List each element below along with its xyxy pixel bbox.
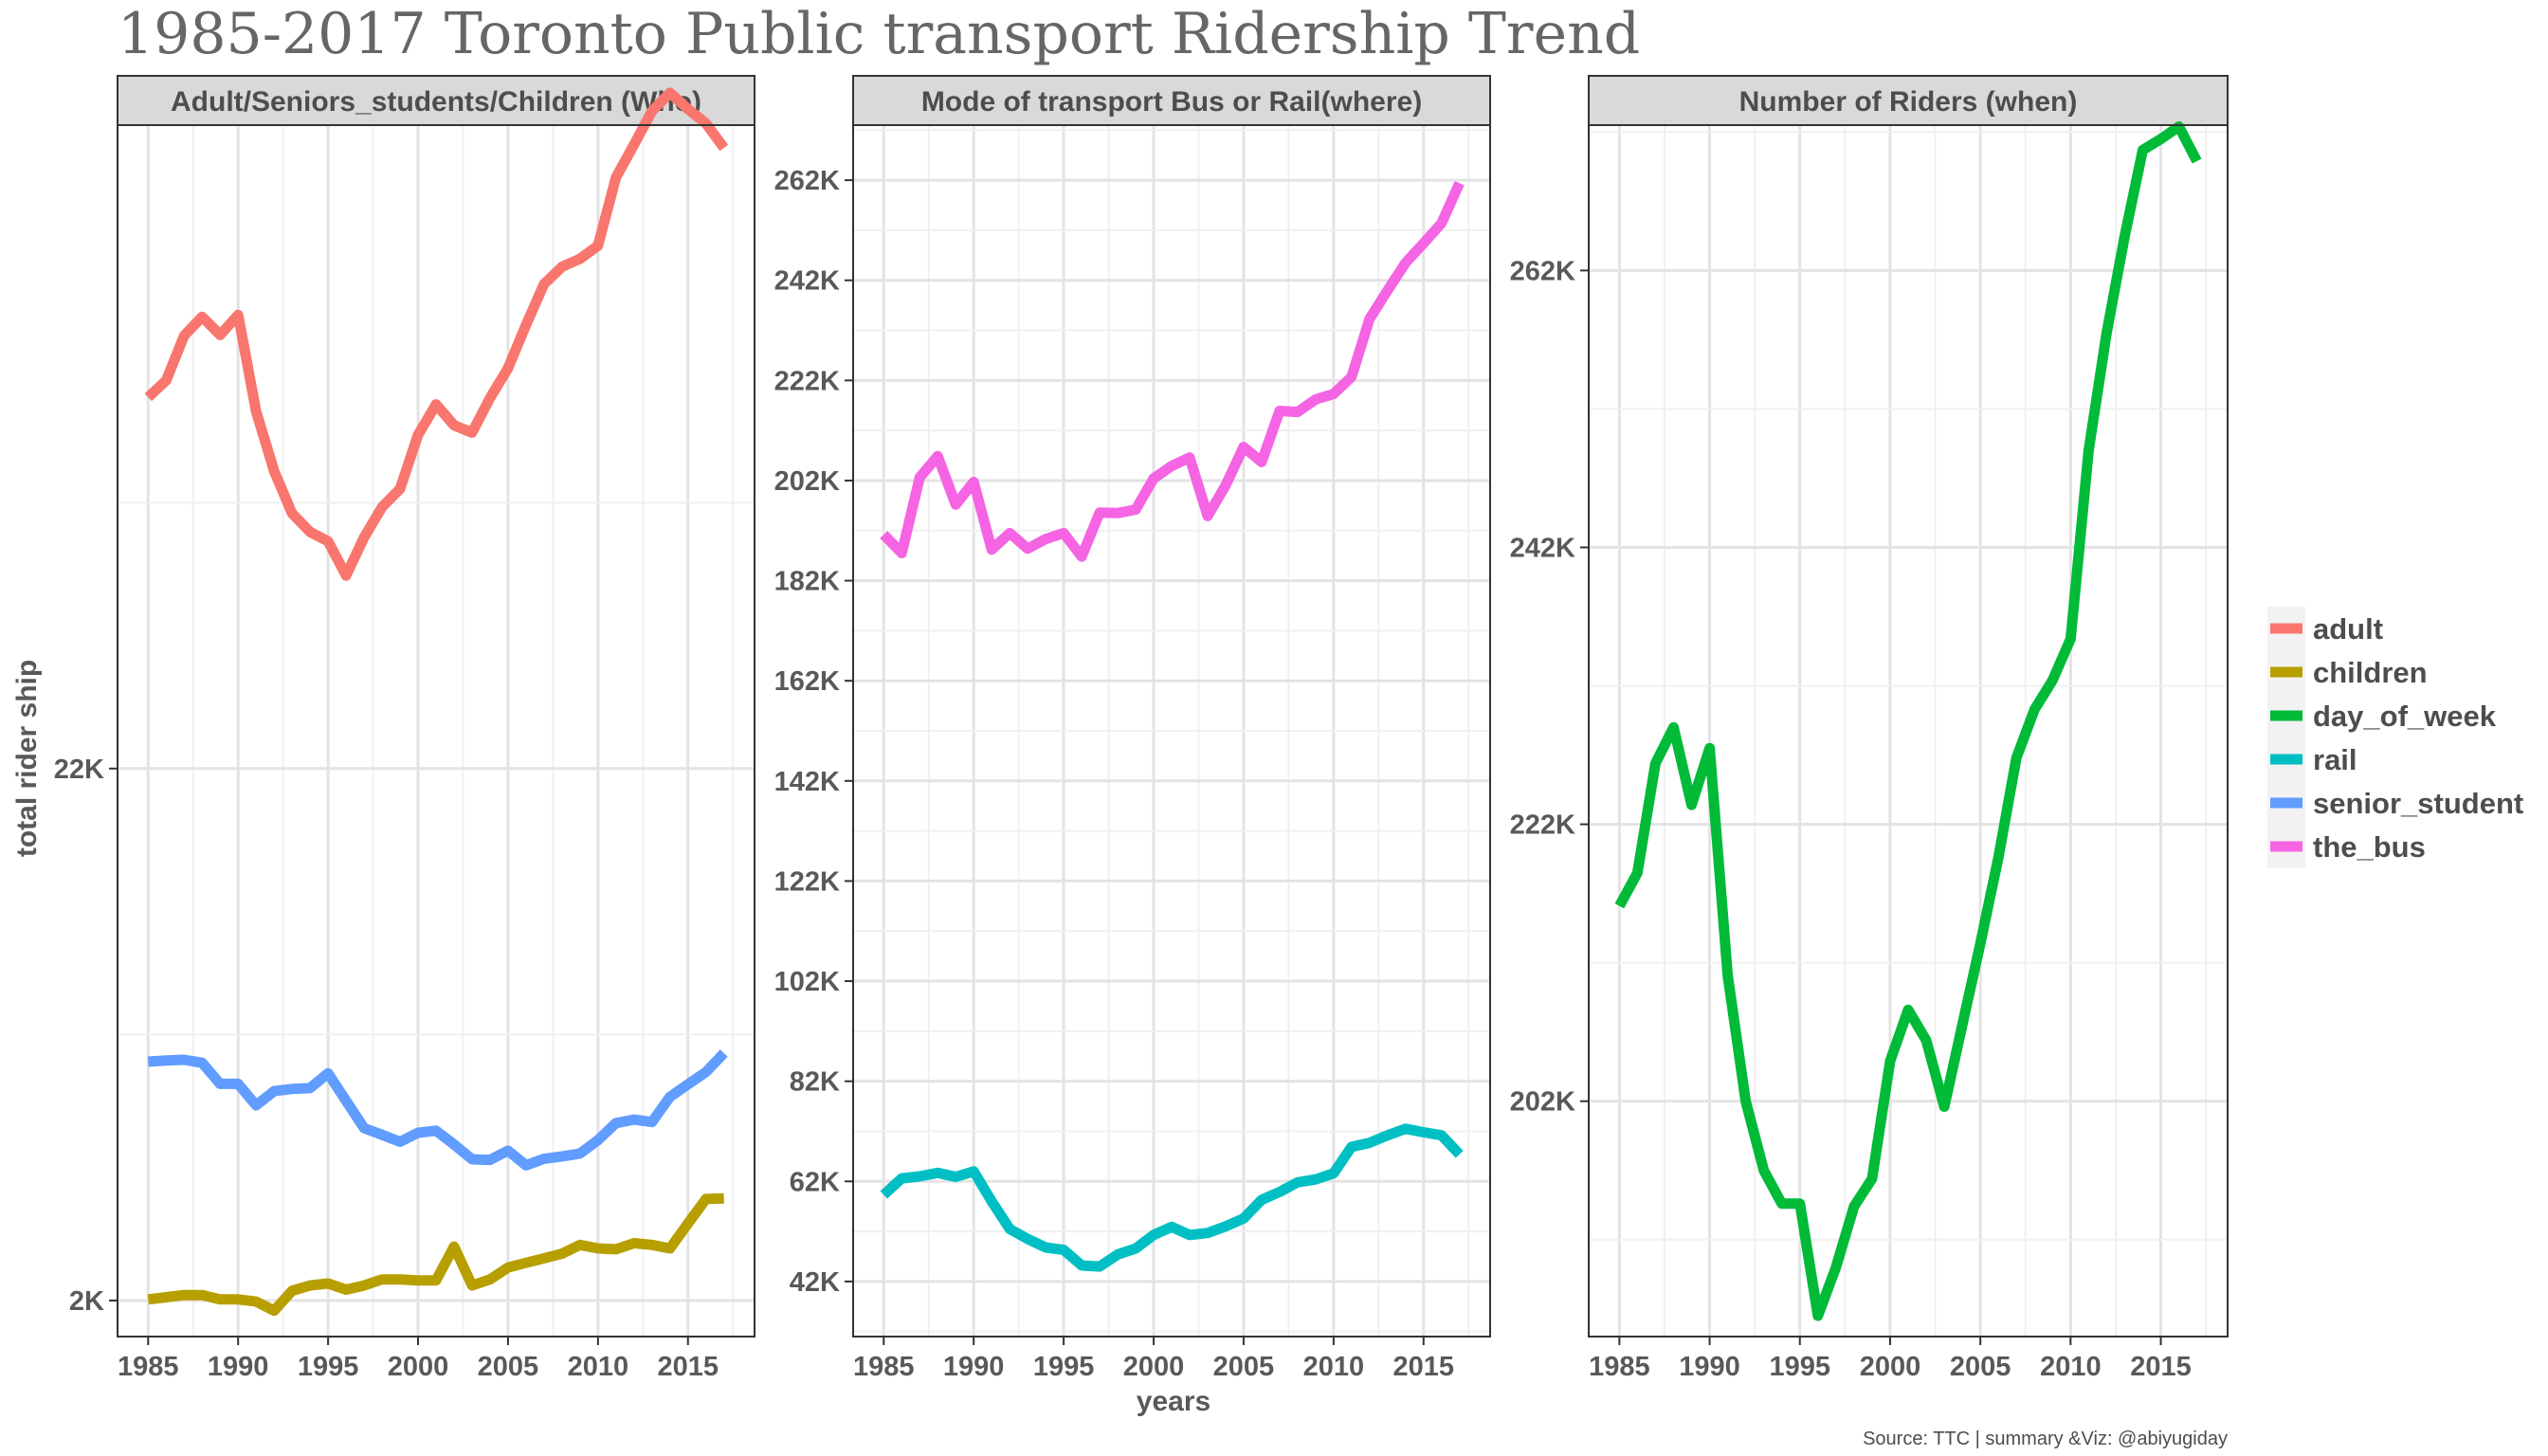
- x-tick-label: 2010: [1303, 1352, 1365, 1382]
- legend-label: the_bus: [2313, 830, 2426, 864]
- series-line-rail: [880, 1123, 1464, 1272]
- y-tick-label: 202K: [1510, 1087, 1575, 1118]
- panel-border: [1588, 124, 2229, 1338]
- chart-title: 1985-2017 Toronto Public transport Rider…: [118, 1, 1640, 67]
- y-tick-label: 222K: [1510, 810, 1575, 841]
- y-tick-label: 2K: [69, 1286, 104, 1317]
- x-tick-label: 2010: [2040, 1352, 2102, 1382]
- facet-strip-label: Number of Riders (when): [1739, 86, 2078, 118]
- series-line-children: [147, 1192, 724, 1317]
- facet-panels: Adult/Seniors_students/Children (Who) 198…: [54, 75, 2229, 1382]
- legend-item-rail: rail: [2267, 737, 2357, 781]
- legend-label: senior_student: [2313, 787, 2523, 820]
- y-tick-label: 142K: [774, 767, 840, 797]
- x-tick-label: 2000: [388, 1352, 449, 1382]
- y-tick-label: 222K: [774, 366, 840, 396]
- x-tick-label: 1995: [298, 1352, 359, 1382]
- y-tick-label: 262K: [1510, 256, 1575, 286]
- y-tick-label: 42K: [790, 1267, 840, 1298]
- panel-border: [852, 124, 1491, 1338]
- series-line-the-bus: [880, 181, 1465, 562]
- panel-1: Adult/Seniors_students/Children (Who) 198…: [54, 75, 755, 1382]
- legend-label: day_of_week: [2313, 700, 2497, 733]
- x-tick-label: 2010: [568, 1352, 629, 1382]
- y-tick-label: 62K: [790, 1167, 840, 1197]
- y-tick-label: 22K: [54, 755, 104, 785]
- plot-area: [118, 125, 755, 1337]
- gridlines: [853, 125, 1490, 1337]
- plot-area: [1589, 125, 2228, 1337]
- legend-item-senior-student: senior_student: [2267, 781, 2523, 825]
- y-tick-label: 262K: [774, 166, 840, 196]
- y-tick-label: 202K: [774, 466, 840, 497]
- x-tick-label: 2015: [2130, 1352, 2192, 1382]
- y-tick-label: 242K: [1510, 533, 1575, 563]
- panel-2: Mode of transport Bus or Rail(where) 1985…: [774, 75, 1491, 1382]
- x-tick-label: 1990: [208, 1352, 269, 1382]
- x-tick-label: 2005: [1950, 1352, 2011, 1382]
- x-tick-label: 1995: [1033, 1352, 1095, 1382]
- panel-border: [117, 124, 755, 1338]
- x-axis-title: years: [1137, 1386, 1210, 1417]
- x-tick-label: 1985: [118, 1352, 179, 1382]
- panel-3: Number of Riders (when) 1985 1990 1995 2000 2…: [1510, 75, 2229, 1382]
- series-line-adult: [144, 87, 729, 581]
- legend-item-adult: adult: [2267, 607, 2383, 650]
- legend-item-children: children: [2267, 650, 2428, 694]
- y-tick-label: 122K: [774, 866, 840, 897]
- facet-strip-label: Adult/Seniors_students/Children (Who): [171, 86, 701, 118]
- legend-label: adult: [2313, 612, 2383, 646]
- legend-label: rail: [2313, 743, 2357, 776]
- legend-label: children: [2313, 656, 2428, 689]
- x-tick-label: 1990: [943, 1352, 1005, 1382]
- x-tick-label: 2015: [1393, 1352, 1455, 1382]
- x-tick-label: 2000: [1123, 1352, 1185, 1382]
- facet-strip: [852, 75, 1491, 126]
- y-tick-label: 82K: [790, 1067, 840, 1098]
- legend-item-the-bus: the_bus: [2267, 825, 2426, 868]
- x-tick-label: 2005: [478, 1352, 539, 1382]
- y-axis-title: total rider ship: [11, 660, 43, 857]
- y-tick-label: 162K: [774, 666, 840, 697]
- series-line-day-of-week: [1614, 121, 2202, 1321]
- y-tick-label: 182K: [774, 567, 840, 597]
- x-tick-label: 1985: [853, 1352, 915, 1382]
- caption: Source: TTC | summary &Viz: @abiyugiday: [1863, 1429, 2228, 1449]
- x-tick-label: 2015: [658, 1352, 719, 1382]
- y-tick-label: 102K: [774, 967, 840, 997]
- x-tick-label: 1985: [1589, 1352, 1650, 1382]
- x-tick-label: 1990: [1679, 1352, 1740, 1382]
- series-line-senior-student: [147, 1049, 728, 1171]
- facet-strip-label: Mode of transport Bus or Rail(where): [921, 86, 1422, 118]
- legend-item-day-of-week: day_of_week: [2267, 694, 2497, 737]
- x-tick-label: 1995: [1770, 1352, 1831, 1382]
- y-tick-label: 242K: [774, 266, 840, 297]
- x-tick-label: 2000: [1860, 1352, 1921, 1382]
- x-tick-label: 2005: [1213, 1352, 1275, 1382]
